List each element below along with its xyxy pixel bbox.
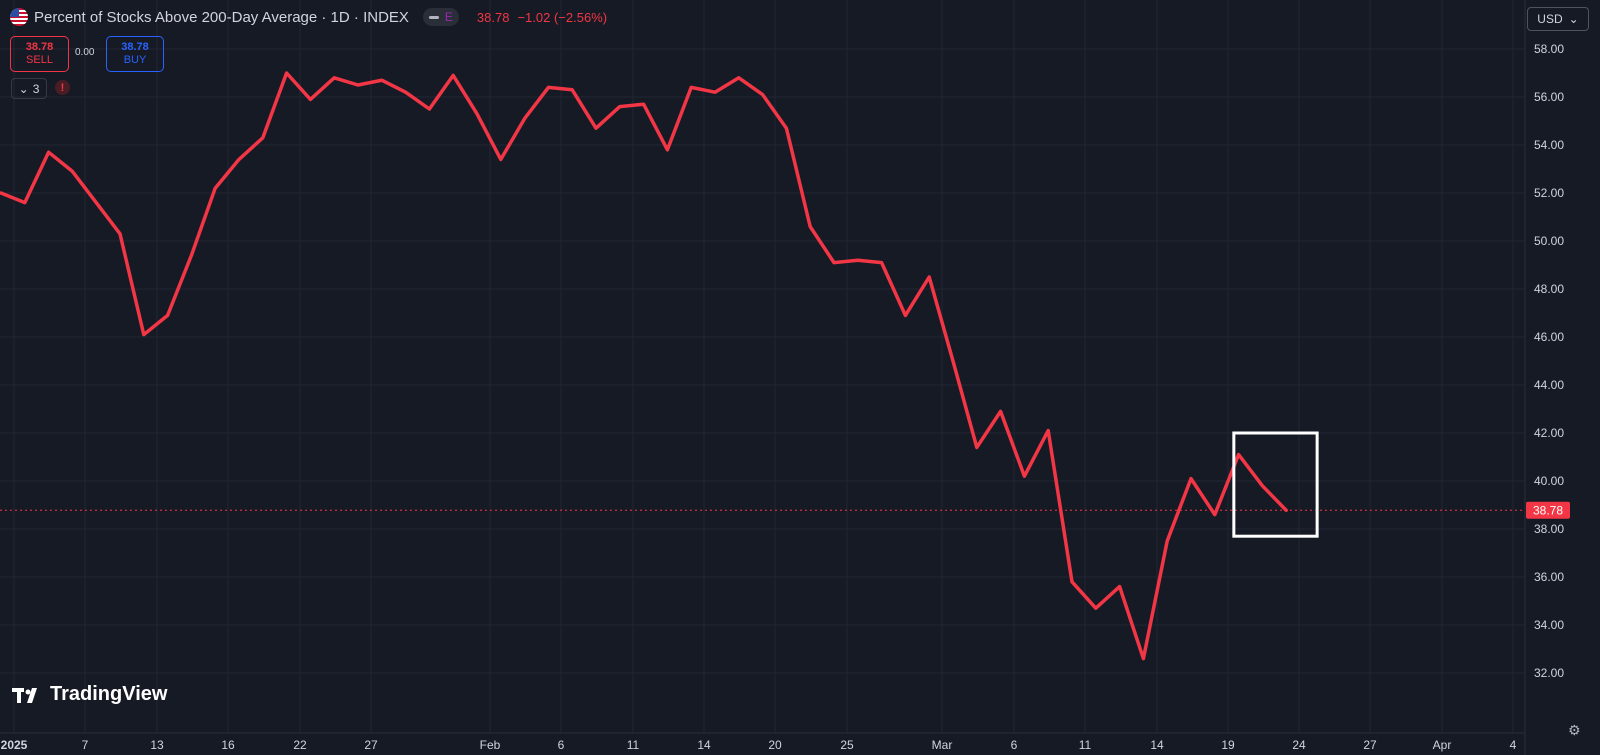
x-tick-label: 19 xyxy=(1221,738,1235,752)
x-tick-label: 25 xyxy=(840,738,854,752)
x-tick-label: 16 xyxy=(221,738,235,752)
spread-value: 0.00 xyxy=(75,47,95,58)
x-tick-label: 14 xyxy=(697,738,711,752)
x-tick-label: Apr xyxy=(1433,738,1452,752)
y-tick-label: 42.00 xyxy=(1534,426,1564,440)
gear-icon[interactable]: ⚙ xyxy=(1568,722,1581,738)
tradingview-logo[interactable]: TradingView xyxy=(12,683,167,706)
x-tick-label: 20 xyxy=(768,738,782,752)
y-tick-label: 54.00 xyxy=(1534,138,1564,152)
x-tick-label: 13 xyxy=(150,738,164,752)
price-change: −1.02 (−2.56%) xyxy=(517,9,608,25)
x-tick-label: 2025 xyxy=(1,738,28,752)
x-tick-label: 11 xyxy=(627,738,640,752)
currency-selector[interactable]: USD ⌄ xyxy=(1527,7,1589,31)
price-axis[interactable]: 58.00 56.00 54.00 52.00 50.00 48.00 46.00 44.00… xyxy=(1534,42,1564,680)
highlight-box xyxy=(1232,431,1319,538)
minus-icon xyxy=(428,15,439,19)
pill-label: E xyxy=(444,10,453,24)
svg-text:38.78: 38.78 xyxy=(1533,503,1563,517)
x-tick-label: Mar xyxy=(932,738,953,752)
warning-icon[interactable]: ! xyxy=(55,80,70,95)
x-tick-label: Feb xyxy=(480,738,501,752)
series-line xyxy=(0,71,1288,661)
buy-price: 38.78 xyxy=(121,41,149,53)
y-tick-label: 52.00 xyxy=(1534,186,1564,200)
chevron-down-icon: ⌄ xyxy=(18,81,29,96)
x-tick-label: 4 xyxy=(1510,738,1517,752)
indicators-toggle[interactable]: ⌄ 3 xyxy=(11,78,47,99)
y-tick-label: 58.00 xyxy=(1534,42,1564,56)
currency-label: USD xyxy=(1537,12,1563,26)
y-tick-label: 38.00 xyxy=(1534,522,1564,536)
buy-button[interactable]: 38.78 BUY xyxy=(106,36,164,72)
chevron-down-icon: ⌄ xyxy=(1568,12,1579,26)
x-tick-label: 22 xyxy=(293,738,307,752)
x-tick-label: 6 xyxy=(1011,738,1018,752)
y-tick-label: 48.00 xyxy=(1534,282,1564,296)
x-tick-label: 7 xyxy=(82,738,89,752)
brand-name: TradingView xyxy=(50,683,168,705)
y-tick-label: 34.00 xyxy=(1534,618,1564,632)
buy-label: BUY xyxy=(123,54,147,66)
x-tick-label: 6 xyxy=(558,738,565,752)
sell-button[interactable]: 38.78 SELL xyxy=(10,36,69,72)
tradingview-logo-icon xyxy=(12,687,37,703)
sell-price: 38.78 xyxy=(25,41,54,53)
y-tick-label: 44.00 xyxy=(1534,378,1564,392)
symbol-title[interactable]: Percent of Stocks Above 200-Day Average … xyxy=(34,8,409,26)
y-tick-label: 46.00 xyxy=(1534,330,1564,344)
last-price-label: 38.78 xyxy=(1526,501,1570,519)
y-tick-label: 40.00 xyxy=(1534,474,1564,488)
x-tick-label: 27 xyxy=(364,738,378,752)
x-tick-label: 11 xyxy=(1079,738,1092,752)
x-tick-label: 24 xyxy=(1292,738,1306,752)
indicator-count: 3 xyxy=(32,81,40,96)
y-tick-label: 50.00 xyxy=(1534,234,1564,248)
last-value: 38.78 xyxy=(476,9,510,25)
y-tick-label: 32.00 xyxy=(1534,666,1564,680)
us-flag-icon xyxy=(10,8,28,26)
grid-lines xyxy=(0,0,1525,733)
chart-header: Percent of Stocks Above 200-Day Average … xyxy=(10,8,607,26)
x-tick-label: 27 xyxy=(1363,738,1377,752)
time-axis[interactable]: 2025 7 13 16 22 27 Feb 6 11 14 20 25 Mar 6 11 14 19 24 27 A… xyxy=(1,738,1517,752)
sell-label: SELL xyxy=(26,54,53,66)
y-tick-label: 56.00 xyxy=(1534,90,1564,104)
y-tick-label: 36.00 xyxy=(1534,570,1564,584)
market-status-pill[interactable]: E xyxy=(422,8,459,26)
x-tick-label: 14 xyxy=(1150,738,1164,752)
